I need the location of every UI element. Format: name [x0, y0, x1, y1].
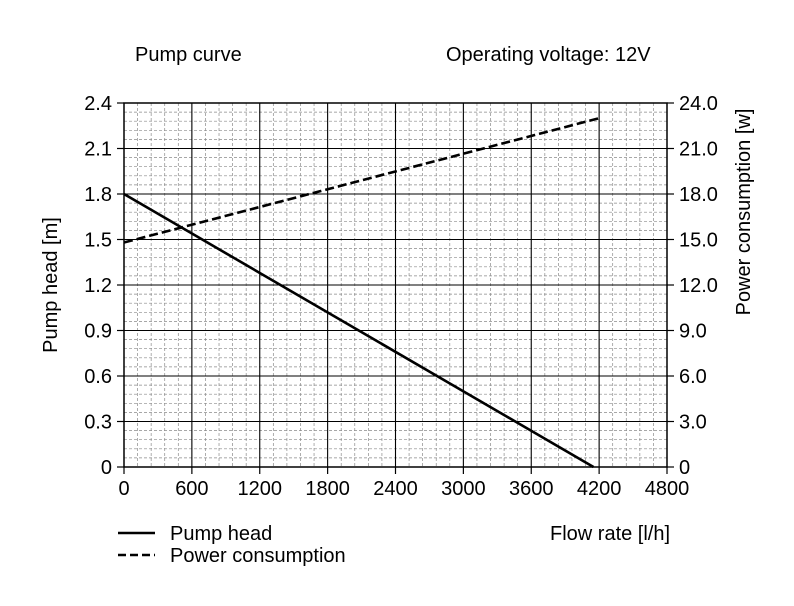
y-axis-ticks: 0 0.3 0.6 0.9 1.2 1.5 1.8 2.1 2.4 — [84, 93, 124, 479]
y2-tick-label: 18.0 — [679, 184, 718, 206]
y-tick-label: 0.6 — [84, 366, 112, 388]
y-axis-label: Pump head [m] — [40, 217, 62, 353]
x-tick-label: 2400 — [373, 478, 418, 500]
legend-label-power-consumption: Power consumption — [170, 545, 346, 567]
chart-subtitle: Operating voltage: 12V — [446, 44, 651, 66]
x-axis-ticks: 0 600 1200 1800 2400 3000 3600 4200 4800 — [118, 467, 689, 500]
x-tick-label: 3000 — [441, 478, 486, 500]
legend: Pump head Power consumption — [118, 523, 346, 567]
series-line-power-consumption — [123, 116, 600, 244]
x-tick-label: 1800 — [305, 478, 350, 500]
y2-tick-label: 0 — [679, 457, 690, 479]
y-tick-label: 2.4 — [84, 93, 112, 115]
y2-axis-ticks: 0 3.0 6.0 9.0 12.0 15.0 18.0 21.0 24.0 — [667, 93, 718, 479]
y2-tick-label: 9.0 — [679, 321, 707, 343]
y2-tick-label: 3.0 — [679, 412, 707, 434]
x-tick-label: 4800 — [645, 478, 690, 500]
x-tick-label: 3600 — [509, 478, 554, 500]
series-lines — [123, 116, 600, 469]
major-grid — [124, 103, 667, 467]
chart-title: Pump curve — [135, 44, 242, 66]
y2-tick-label: 21.0 — [679, 139, 718, 161]
y2-tick-label: 6.0 — [679, 366, 707, 388]
y2-tick-label: 24.0 — [679, 93, 718, 115]
y-tick-label: 2.1 — [84, 139, 112, 161]
y-tick-label: 1.2 — [84, 275, 112, 297]
y-tick-label: 0 — [101, 457, 112, 479]
x-tick-label: 4200 — [577, 478, 622, 500]
x-tick-label: 600 — [175, 478, 208, 500]
y-tick-label: 0.3 — [84, 412, 112, 434]
series-line-pump-head — [123, 192, 595, 469]
y2-tick-label: 15.0 — [679, 230, 718, 252]
y2-tick-label: 12.0 — [679, 275, 718, 297]
x-axis-label: Flow rate [l/h] — [550, 523, 670, 545]
x-tick-label: 1200 — [238, 478, 283, 500]
x-tick-label: 0 — [118, 478, 129, 500]
y-tick-label: 0.9 — [84, 321, 112, 343]
y-tick-label: 1.5 — [84, 230, 112, 252]
y-tick-label: 1.8 — [84, 184, 112, 206]
y2-axis-label: Power consumption [w] — [733, 109, 755, 316]
legend-label-pump-head: Pump head — [170, 523, 272, 545]
